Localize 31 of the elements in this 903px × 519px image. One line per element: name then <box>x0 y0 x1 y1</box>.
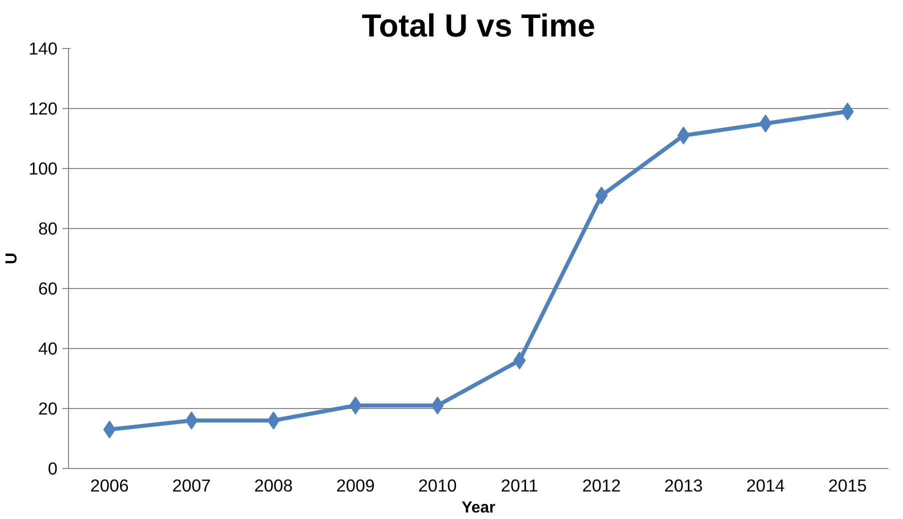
x-tick-label: 2015 <box>828 476 867 496</box>
point <box>513 352 526 370</box>
x-tick-label: 2013 <box>664 476 703 496</box>
x-tick-label: 2011 <box>500 476 538 496</box>
y-tick-label: 40 <box>38 338 58 358</box>
y-tick-label: 140 <box>28 38 58 58</box>
y-tick-label: 0 <box>48 458 58 478</box>
y-tick-label: 60 <box>38 278 58 298</box>
point <box>677 126 690 144</box>
point <box>103 420 116 438</box>
x-tick-label: 2008 <box>254 476 293 496</box>
point <box>841 102 854 120</box>
point <box>759 114 772 132</box>
x-tick-label: 2006 <box>90 476 129 496</box>
y-tick-label: 80 <box>38 218 58 238</box>
y-tick-label: 120 <box>28 98 58 118</box>
x-tick-label: 2009 <box>336 476 375 496</box>
x-tick-label: 2014 <box>746 476 786 496</box>
chart-title: Total U vs Time <box>362 8 596 44</box>
x-tick-label: 2012 <box>582 476 621 496</box>
y-axis-title: U <box>4 252 21 264</box>
x-axis-title: Year <box>462 500 496 516</box>
y-tick-label: 20 <box>38 398 58 418</box>
point <box>185 412 198 430</box>
point <box>595 186 608 204</box>
point <box>431 396 444 414</box>
point <box>267 412 280 430</box>
x-tick-label: 2010 <box>418 476 457 496</box>
point <box>349 396 362 414</box>
x-tick-label: 2007 <box>172 476 211 496</box>
y-tick-label: 100 <box>28 158 58 178</box>
